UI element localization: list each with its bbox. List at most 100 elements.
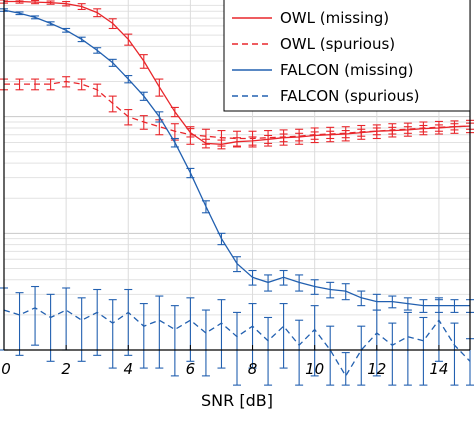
error-bar [93, 47, 102, 54]
error-bar [264, 130, 273, 147]
x-tick-label: 14 [429, 360, 448, 378]
x-tick-label: 0 [1, 360, 11, 378]
error-bar [201, 200, 210, 214]
error-bar [419, 299, 428, 313]
error-bar [264, 316, 273, 386]
error-bar [295, 319, 304, 386]
error-bar [419, 316, 428, 386]
error-bar [388, 295, 397, 309]
error-bar [233, 256, 241, 273]
error-bar [450, 299, 459, 313]
x-tick-label: 12 [367, 360, 386, 378]
error-bar [15, 11, 24, 16]
error-bar [248, 303, 257, 369]
x-tick-label: 8 [248, 360, 258, 378]
error-bar [93, 8, 102, 18]
error-bar [388, 123, 397, 138]
error-bar [264, 274, 273, 292]
error-bar [403, 311, 412, 386]
error-bar [357, 325, 366, 386]
error-bar [139, 303, 148, 369]
legend-item: FALCON (spurious) [232, 87, 420, 105]
error-bar [77, 78, 86, 91]
error-bar [139, 115, 148, 130]
error-bar [357, 124, 366, 140]
error-bar [248, 130, 257, 148]
error-bar [186, 167, 195, 179]
legend-label: FALCON (spurious) [280, 87, 420, 105]
error-bar [124, 33, 133, 46]
error-bar [326, 281, 335, 299]
legend-label: OWL (spurious) [280, 35, 395, 53]
error-bar [310, 305, 319, 377]
legend-label: FALCON (missing) [280, 61, 413, 79]
error-bar [279, 303, 288, 369]
legend-item: OWL (spurious) [232, 35, 395, 53]
legend: OWL (missing) OWL (spurious) FALCON (missi… [223, 0, 471, 112]
error-bar [372, 309, 381, 377]
x-tick-labels: 0 2 4 6 8 10 12 14 [1, 345, 448, 378]
error-bar [139, 91, 148, 101]
error-bar [124, 75, 133, 84]
error-bar [46, 293, 55, 362]
legend-label: OWL (missing) [280, 9, 389, 27]
error-bar [279, 129, 288, 146]
error-bar [326, 126, 335, 143]
error-bar [108, 299, 117, 369]
error-bar [248, 269, 257, 286]
error-bar [108, 95, 117, 113]
error-bar [93, 288, 102, 356]
series-1 [0, 76, 474, 148]
error-bar [341, 283, 350, 301]
error-bar [155, 78, 164, 97]
error-bar [139, 54, 148, 69]
legend-item: OWL (missing) [232, 9, 389, 27]
series-3 [0, 285, 474, 386]
error-bar [15, 292, 24, 356]
error-bar [310, 127, 319, 144]
error-bar [170, 137, 179, 148]
error-bar [62, 287, 71, 351]
error-bar [434, 120, 443, 135]
error-bar [124, 288, 133, 356]
series-layer [0, 0, 474, 386]
error-bar [233, 130, 241, 148]
error-bar [31, 15, 40, 20]
error-bar [46, 21, 55, 26]
series-2 [0, 8, 474, 313]
error-bar [295, 128, 304, 145]
error-bar [46, 78, 55, 91]
error-bar [295, 274, 304, 292]
error-bar [279, 269, 288, 286]
error-bar [15, 0, 24, 4]
error-bar [77, 3, 86, 10]
x-tick-label: 10 [305, 360, 324, 378]
error-bar [403, 122, 412, 137]
error-bar [124, 109, 133, 126]
error-bar [186, 126, 195, 145]
error-bar [62, 0, 71, 7]
error-bar [403, 297, 412, 311]
error-bar [357, 290, 366, 307]
error-bar [186, 297, 195, 362]
error-bar [93, 83, 102, 97]
error-bar [450, 322, 459, 386]
error-bar [217, 232, 226, 246]
error-bar [233, 311, 241, 386]
x-tick-label: 6 [186, 360, 196, 378]
error-bar [62, 27, 71, 33]
error-bar [31, 0, 40, 5]
error-bar [170, 106, 179, 118]
error-bar [62, 76, 71, 88]
error-bar [217, 299, 226, 369]
x-tick-label: 2 [61, 360, 71, 378]
x-tick-label: 4 [123, 360, 133, 378]
error-bar [155, 295, 164, 369]
error-bar [46, 0, 55, 5]
error-bar [341, 126, 350, 142]
error-bar [388, 322, 397, 386]
error-bar [372, 124, 381, 140]
error-bar [201, 309, 210, 377]
error-bar [341, 352, 350, 386]
